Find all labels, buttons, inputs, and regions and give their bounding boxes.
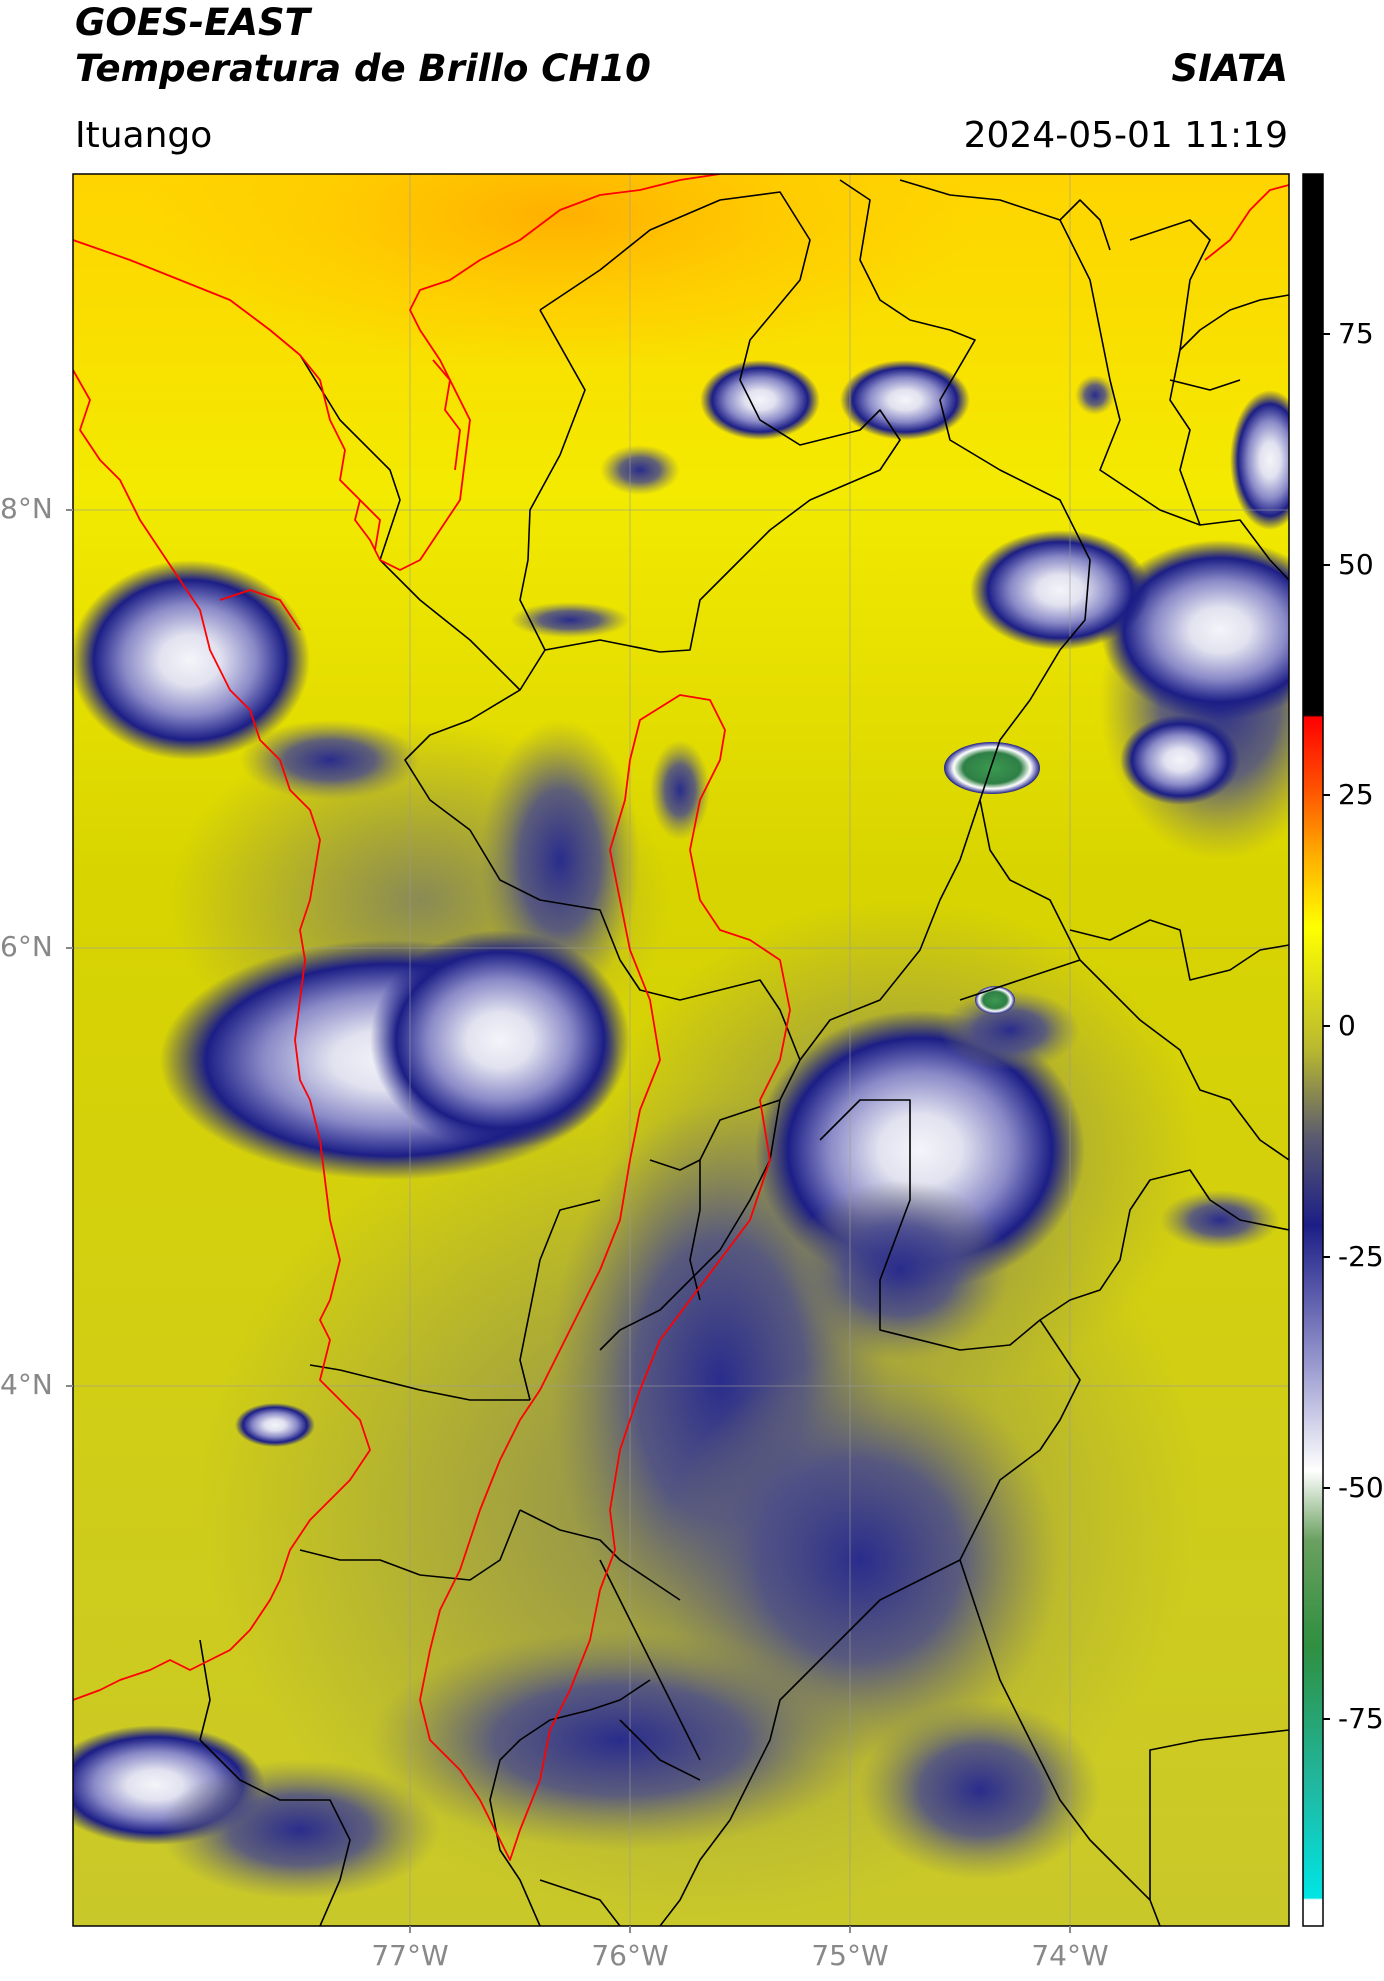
lat-label-8n: 8°N	[0, 492, 53, 525]
graticule	[73, 174, 1289, 1926]
agency-label: SIATA	[1171, 47, 1288, 90]
colorbar-label-75: 75	[1338, 317, 1374, 350]
lat-label-6n: 6°N	[0, 930, 53, 963]
colorbar-label-25: 25	[1338, 778, 1374, 811]
region-label: Ituango	[75, 115, 213, 156]
lat-label-4n: 4°N	[0, 1368, 53, 1401]
region-outline	[419, 694, 791, 1861]
lon-label-74w: 74°W	[1031, 1939, 1109, 1972]
colorbar-label-50: 50	[1338, 548, 1374, 581]
lon-label-76w: 76°W	[591, 1939, 669, 1972]
colorbar-label-minus25: -25	[1338, 1240, 1384, 1273]
product-title: Temperatura de Brillo CH10	[75, 47, 651, 90]
colorbar-label-0: 0	[1338, 1009, 1356, 1042]
map-field	[73, 174, 1289, 1926]
lon-label-75w: 75°W	[811, 1939, 889, 1972]
satellite-title: GOES-EAST	[75, 1, 310, 44]
axis-ticks	[66, 509, 1071, 1933]
map-frame	[72, 173, 1290, 1927]
colorbar-label-minus50: -50	[1338, 1471, 1384, 1504]
admin-borders	[199, 179, 1289, 1926]
colorbar-label-minus75: -75	[1338, 1702, 1384, 1735]
colorbar	[1302, 173, 1324, 1927]
coastline	[73, 174, 1289, 1701]
lon-label-77w: 77°W	[371, 1939, 449, 1972]
timestamp-label: 2024-05-01 11:19	[963, 115, 1288, 156]
colorbar-ticks	[1323, 333, 1330, 1720]
